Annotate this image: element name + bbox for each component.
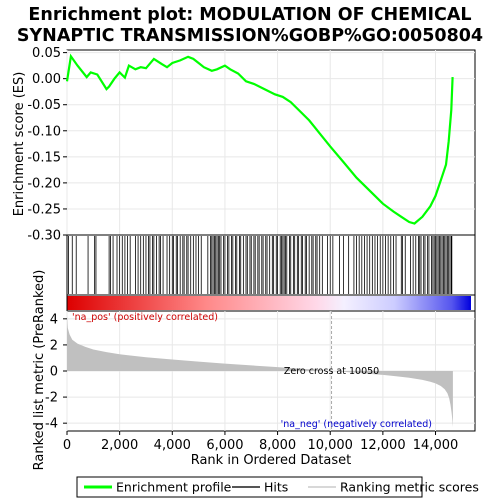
ranked-y-ticks: 4 2 0 -2 -4 bbox=[45, 312, 67, 432]
x-tick-label: 2,000 bbox=[101, 438, 138, 453]
ranked-panel: 4 2 0 -2 -4 'na_pos' (positively correlated)… bbox=[45, 310, 476, 432]
x-tick-label: 4,000 bbox=[154, 438, 191, 453]
rank-color-bar bbox=[66, 294, 476, 312]
x-tick-label: 8,000 bbox=[259, 438, 296, 453]
ranked-y-tick-label: 4 bbox=[50, 312, 58, 327]
es-panel-frame bbox=[66, 49, 476, 236]
chart-title-line-2: SYNAPTIC TRANSMISSION%GOBP%GO:0050804 bbox=[17, 26, 483, 46]
hits-panel-frame bbox=[66, 234, 476, 296]
es-y-tick-label: -0.10 bbox=[27, 124, 61, 139]
zero-cross-label: Zero cross at 10050 bbox=[284, 366, 379, 377]
x-tick-label: 6,000 bbox=[206, 438, 243, 453]
legend: Enrichment profile Hits Ranking metric s… bbox=[76, 476, 479, 498]
ranked-ylabel: Ranked list metric (PreRanked) bbox=[32, 270, 47, 471]
x-axis-label: Rank in Ordered Dataset bbox=[191, 453, 352, 468]
ranked-y-tick-label: 0 bbox=[50, 365, 58, 380]
x-tick-label: 10,000 bbox=[307, 438, 353, 453]
es-y-tick-label: -0.05 bbox=[27, 98, 61, 113]
es-y-ticks: 0.05 0.00 -0.05 -0.10 -0.15 -0.20 -0.25 -0.30 bbox=[27, 46, 67, 244]
positively-correlated-label: 'na_pos' (positively correlated) bbox=[72, 312, 218, 323]
hit-marks bbox=[68, 236, 453, 294]
legend-enrichment-profile-label: Enrichment profile bbox=[116, 480, 232, 495]
x-tick-label: 14,000 bbox=[413, 438, 459, 453]
x-axis-ticks: 0 2,000 4,000 6,000 8,000 10,000 12,000 14,000 bbox=[63, 431, 458, 453]
es-y-tick-label: -0.25 bbox=[27, 202, 61, 217]
ranking-metric-area bbox=[67, 316, 453, 428]
es-grid bbox=[66, 50, 475, 236]
negatively-correlated-label: 'na_neg' (negatively correlated) bbox=[281, 419, 432, 430]
es-y-tick-label: 0.05 bbox=[32, 46, 61, 61]
x-tick-label: 12,000 bbox=[360, 438, 406, 453]
es-panel: 0.05 0.00 -0.05 -0.10 -0.15 -0.20 -0.25 -0.30 bbox=[27, 46, 476, 244]
chart-title-line-1: Enrichment plot: MODULATION OF CHEMICAL bbox=[28, 5, 471, 25]
rank-color-bar-fill bbox=[67, 296, 471, 310]
es-y-tick-label: -0.30 bbox=[27, 229, 61, 244]
es-y-tick-label: -0.15 bbox=[27, 150, 61, 165]
x-tick-label: 0 bbox=[63, 438, 71, 453]
es-y-tick-label: -0.20 bbox=[27, 176, 61, 191]
es-ylabel: Enrichment score (ES) bbox=[12, 72, 27, 217]
es-y-tick-label: 0.00 bbox=[32, 72, 61, 87]
legend-ranking-metric-label: Ranking metric scores bbox=[340, 480, 479, 495]
hits-panel bbox=[66, 234, 476, 296]
legend-hits-label: Hits bbox=[264, 480, 288, 495]
enrichment-profile-line bbox=[65, 53, 454, 225]
ranked-y-tick-label: -4 bbox=[45, 417, 58, 432]
ranked-y-tick-label: -2 bbox=[45, 391, 58, 406]
ranked-y-tick-label: 2 bbox=[50, 338, 58, 353]
